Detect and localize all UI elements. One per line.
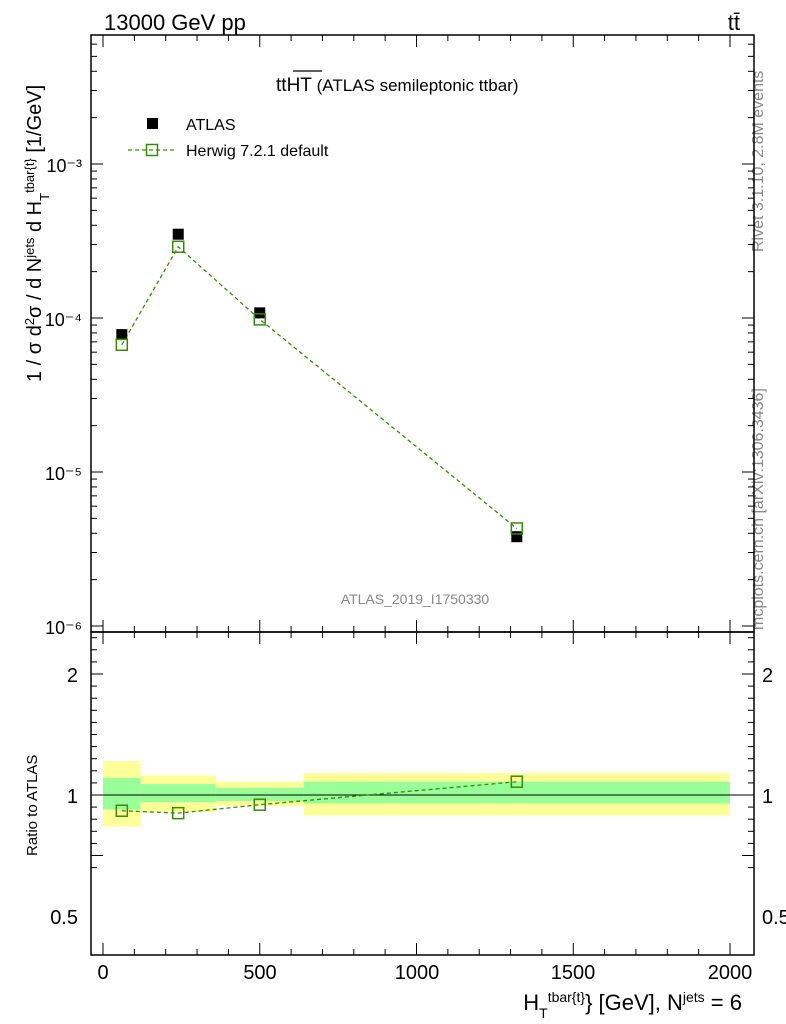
x-axis-label: HTtbar{t}} [GeV], Njets = 6 bbox=[523, 989, 742, 1021]
main-axis-ticks bbox=[91, 35, 754, 632]
main-panel: 10⁻⁶ 10⁻⁵ 10⁻⁴ 10⁻³ ttHT (ATLAS semilept… bbox=[22, 34, 755, 638]
ratio-ytick-label-0.5-right: 0.5 bbox=[762, 907, 786, 929]
main-tick-labels: 10⁻⁶ 10⁻⁵ 10⁻⁴ 10⁻³ bbox=[45, 156, 82, 638]
herwig-ratio-line bbox=[121, 781, 517, 814]
xtick-label-0: 0 bbox=[97, 962, 108, 984]
ratio-ytick-label-1: 1 bbox=[67, 786, 78, 808]
ytick-label-1e-3: 10⁻³ bbox=[46, 156, 82, 176]
ratio-ytick-label-0.5: 0.5 bbox=[50, 907, 78, 929]
ratio-panel: 2 1 0.5 2 1 0.5 0 500 1000 1500 2000 Rat… bbox=[24, 631, 786, 1021]
ytick-label-1e-6: 10⁻⁶ bbox=[45, 618, 82, 638]
atlas-point bbox=[254, 307, 266, 319]
legend-atlas-marker bbox=[147, 118, 158, 129]
energy-label: 13000 GeV pp bbox=[104, 10, 246, 35]
atlas-point bbox=[172, 228, 184, 240]
legend: ATLAS Herwig 7.2.1 default bbox=[128, 117, 329, 160]
legend-atlas-label: ATLAS bbox=[186, 117, 236, 134]
herwig-point bbox=[253, 313, 266, 326]
legend-herwig-marker bbox=[145, 143, 159, 157]
ytick-label-1e-5: 10⁻⁵ bbox=[45, 464, 82, 484]
plot-title: ttHT (ATLAS semileptonic ttbar) bbox=[276, 75, 518, 96]
uncertainty-band-inner bbox=[103, 778, 141, 810]
legend-herwig-label: Herwig 7.2.1 default bbox=[186, 143, 329, 160]
atlas-point bbox=[116, 329, 128, 341]
herwig-point bbox=[115, 338, 129, 352]
atlas-point bbox=[511, 531, 523, 543]
plot-title-overlined: HT bbox=[287, 75, 313, 96]
ratio-y-axis-label: Ratio to ATLAS bbox=[24, 755, 41, 856]
main-series-layer bbox=[115, 228, 524, 543]
xtick-label-500: 500 bbox=[243, 962, 276, 984]
xtick-label-1500: 1500 bbox=[551, 962, 596, 984]
ratio-ytick-label-2-right: 2 bbox=[762, 665, 773, 687]
herwig-point bbox=[510, 522, 524, 535]
herwig-point bbox=[171, 240, 185, 254]
xtick-label-2000: 2000 bbox=[708, 962, 753, 984]
herwig-ratio-point bbox=[115, 804, 129, 817]
analysis-watermark: ATLAS_2019_I1750330 bbox=[341, 591, 490, 607]
herwig-ratio-point bbox=[171, 806, 185, 820]
mcplots-label: mcplots.cern.ch [arXiv:1306.3436] bbox=[750, 388, 767, 630]
herwig-ratio-point bbox=[510, 775, 524, 788]
uncertainty-band-inner bbox=[303, 781, 730, 804]
main-y-axis-label: 1 / σ d2σ / d Njets d HTtbar{t} [1/GeV] bbox=[22, 85, 52, 382]
process-label: tt̄ bbox=[728, 10, 740, 35]
ratio-ytick-label-2: 2 bbox=[67, 665, 78, 687]
ratio-ytick-label-1-right: 1 bbox=[762, 786, 773, 808]
uncertainty-band-inner bbox=[215, 787, 304, 802]
ratio-frame bbox=[90, 631, 755, 956]
plot-title-rest: (ATLAS semileptonic ttbar) bbox=[312, 76, 519, 95]
ytick-label-1e-4: 10⁻⁴ bbox=[45, 310, 82, 330]
uncertainty-band-inner bbox=[140, 784, 216, 803]
herwig-line bbox=[121, 245, 518, 529]
herwig-ratio-point bbox=[253, 798, 266, 811]
ratio-bands bbox=[103, 761, 730, 827]
ratio-series-layer bbox=[115, 775, 524, 820]
plot-title-process: tt bbox=[276, 75, 287, 96]
xtick-label-1000: 1000 bbox=[395, 962, 440, 984]
